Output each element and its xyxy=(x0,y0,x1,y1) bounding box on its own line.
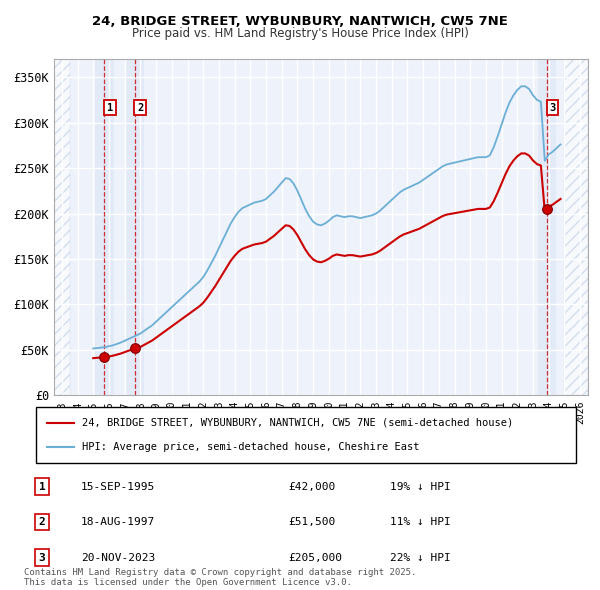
Text: Contains HM Land Registry data © Crown copyright and database right 2025.
This d: Contains HM Land Registry data © Crown c… xyxy=(24,568,416,587)
Bar xyxy=(538,59,556,395)
Text: 22% ↓ HPI: 22% ↓ HPI xyxy=(390,553,451,562)
Text: 11% ↓ HPI: 11% ↓ HPI xyxy=(390,517,451,527)
Text: 2: 2 xyxy=(38,517,46,527)
Bar xyxy=(54,59,70,395)
FancyBboxPatch shape xyxy=(36,407,576,463)
Text: 1: 1 xyxy=(107,103,113,113)
Text: 2: 2 xyxy=(137,103,143,113)
Text: 24, BRIDGE STREET, WYBUNBURY, NANTWICH, CW5 7NE: 24, BRIDGE STREET, WYBUNBURY, NANTWICH, … xyxy=(92,15,508,28)
Text: 18-AUG-1997: 18-AUG-1997 xyxy=(81,517,155,527)
Text: £42,000: £42,000 xyxy=(288,482,335,491)
Bar xyxy=(565,59,588,395)
Text: 24, BRIDGE STREET, WYBUNBURY, NANTWICH, CW5 7NE (semi-detached house): 24, BRIDGE STREET, WYBUNBURY, NANTWICH, … xyxy=(82,418,513,428)
Text: 19% ↓ HPI: 19% ↓ HPI xyxy=(390,482,451,491)
Text: Price paid vs. HM Land Registry's House Price Index (HPI): Price paid vs. HM Land Registry's House … xyxy=(131,27,469,40)
Text: 3: 3 xyxy=(38,553,46,562)
Text: 3: 3 xyxy=(550,103,556,113)
Bar xyxy=(125,59,144,395)
Text: 20-NOV-2023: 20-NOV-2023 xyxy=(81,553,155,562)
Text: £205,000: £205,000 xyxy=(288,553,342,562)
Bar xyxy=(95,59,114,395)
Text: 15-SEP-1995: 15-SEP-1995 xyxy=(81,482,155,491)
Text: HPI: Average price, semi-detached house, Cheshire East: HPI: Average price, semi-detached house,… xyxy=(82,442,419,453)
Text: 1: 1 xyxy=(38,482,46,491)
Text: £51,500: £51,500 xyxy=(288,517,335,527)
